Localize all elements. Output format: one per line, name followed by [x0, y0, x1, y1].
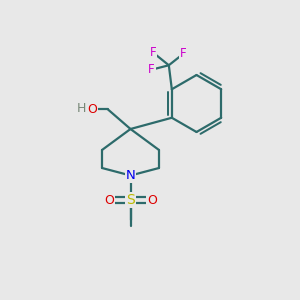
Text: F: F [150, 46, 157, 59]
Text: O: O [104, 194, 114, 207]
Text: N: N [126, 169, 135, 182]
Text: O: O [88, 103, 97, 116]
Text: F: F [148, 63, 155, 76]
Text: H: H [76, 102, 86, 115]
Text: F: F [180, 47, 187, 60]
Text: S: S [126, 193, 135, 207]
Text: O: O [147, 194, 157, 207]
